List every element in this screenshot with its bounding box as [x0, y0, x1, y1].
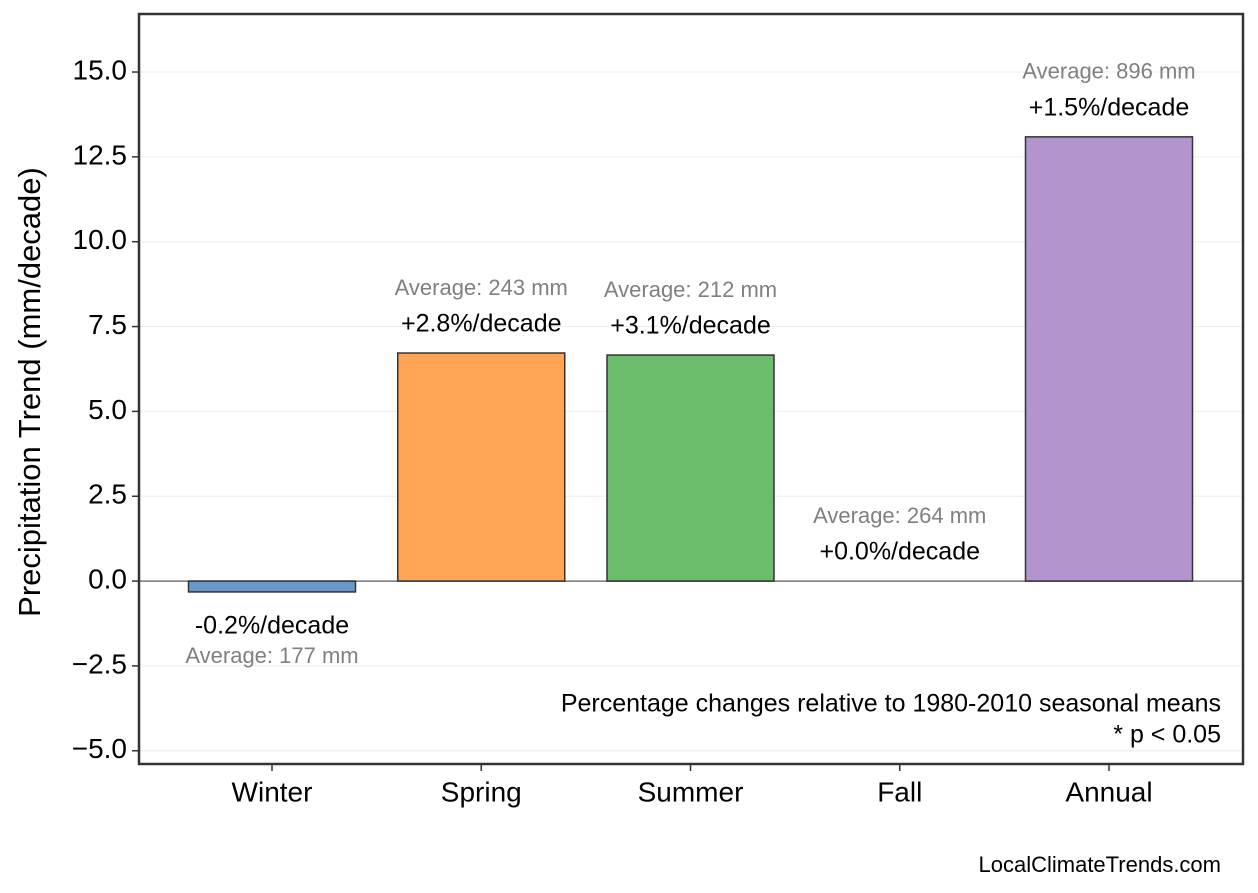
plot-frame [137, 12, 1245, 766]
bar [397, 352, 566, 582]
x-tick-label: Fall [877, 776, 922, 807]
bar [187, 580, 357, 593]
average-label: Average: 264 mm [813, 503, 986, 528]
y-tick-label: 15.0 [73, 54, 128, 85]
average-label: Average: 243 mm [395, 275, 568, 300]
trend-label: +0.0%/decade [819, 538, 980, 566]
y-tick-label: −5.0 [72, 733, 127, 764]
x-tick-label: Spring [441, 776, 522, 807]
footer: LocalClimateTrends.com [979, 852, 1222, 877]
average-label: Average: 212 mm [604, 277, 777, 302]
x-tick-label: Summer [638, 776, 744, 807]
y-axis-label: Precipitation Trend (mm/decade) [12, 167, 47, 617]
x-tick-label: Winter [232, 776, 313, 807]
y-tick-label: 10.0 [73, 224, 128, 255]
y-tick-label: 12.5 [73, 139, 128, 170]
trend-label: -0.2%/decade [195, 612, 349, 640]
y-tick-label: 0.0 [88, 563, 127, 594]
trend-label: +2.8%/decade [401, 310, 562, 338]
note: * p < 0.05 [1113, 721, 1221, 749]
average-label: Average: 896 mm [1022, 59, 1195, 84]
y-tick-label: 2.5 [88, 479, 127, 510]
bar [606, 354, 775, 582]
y-tick-label: 5.0 [88, 394, 127, 425]
trend-label: +3.1%/decade [610, 312, 771, 340]
average-label: Average: 177 mm [185, 643, 358, 668]
y-tick-label: −2.5 [72, 648, 127, 679]
note: Percentage changes relative to 1980-2010… [561, 690, 1221, 718]
bar [1024, 136, 1194, 582]
y-tick-label: 7.5 [88, 309, 127, 340]
trend-label: +1.5%/decade [1029, 93, 1190, 121]
x-tick-label: Annual [1065, 776, 1152, 807]
